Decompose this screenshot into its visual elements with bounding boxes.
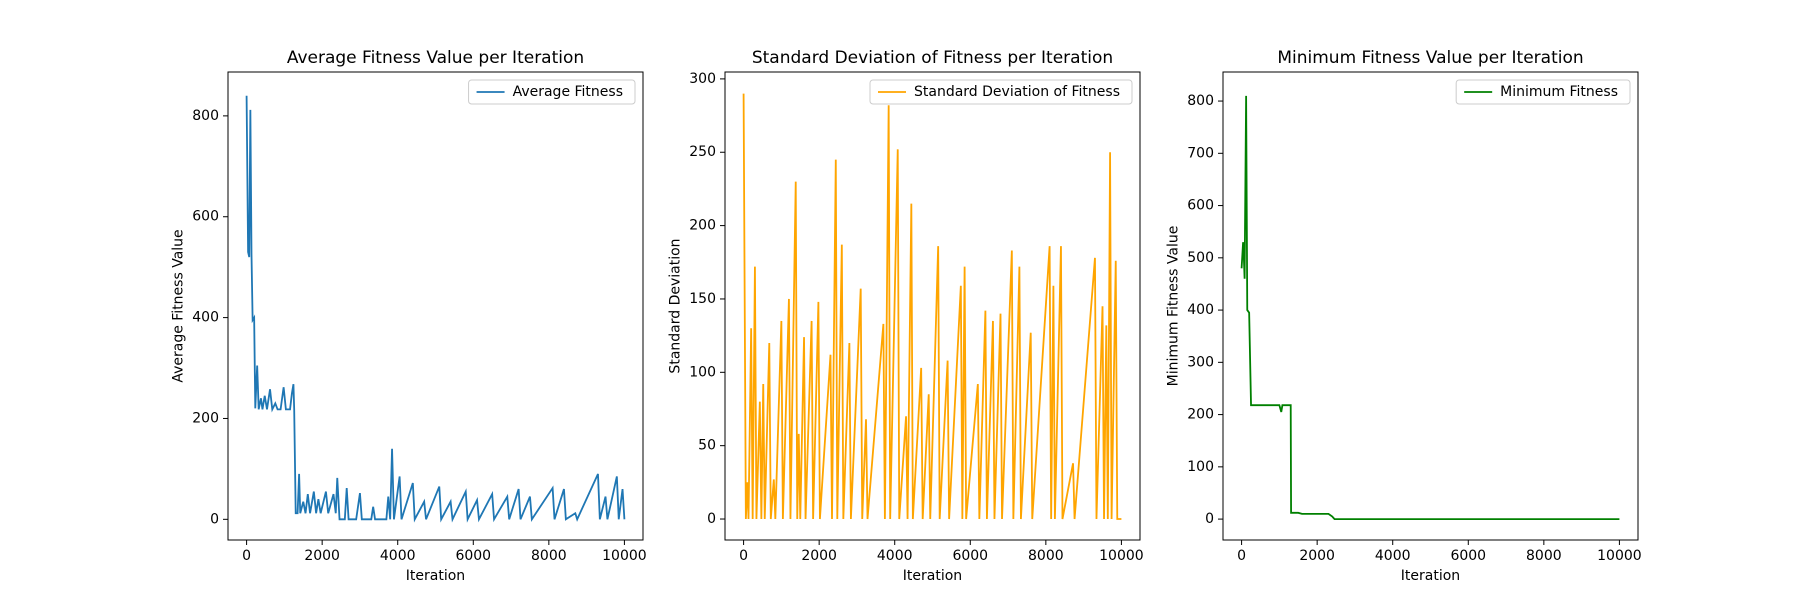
x-tick-label: 0 — [739, 548, 748, 564]
chart-title: Standard Deviation of Fitness per Iterat… — [752, 48, 1113, 68]
x-tick-label: 8000 — [1028, 548, 1064, 564]
y-tick-label: 250 — [689, 144, 716, 160]
x-tick-label: 8000 — [1526, 548, 1562, 564]
y-tick-label: 700 — [1187, 145, 1214, 161]
data-line — [245, 95, 626, 523]
x-tick-label: 10000 — [602, 548, 647, 564]
x-tick-label: 4000 — [877, 548, 913, 564]
legend: Standard Deviation of Fitness — [869, 79, 1133, 105]
legend-box — [869, 79, 1133, 105]
y-tick-label: 100 — [1187, 459, 1214, 475]
x-tick-label: 6000 — [952, 548, 988, 564]
x-tick-label: 6000 — [455, 548, 491, 564]
y-tick-label: 300 — [1187, 354, 1214, 370]
x-tick-label: 8000 — [531, 548, 567, 564]
x-tick-label: 4000 — [1375, 548, 1411, 564]
plot-frame — [227, 71, 644, 541]
legend: Average Fitness — [468, 79, 636, 105]
plot-frame — [1222, 71, 1639, 541]
y-tick-label: 200 — [689, 218, 716, 234]
y-tick-label: 0 — [210, 511, 219, 527]
x-tick-label: 2000 — [1299, 548, 1335, 564]
y-tick-label: 0 — [707, 511, 716, 527]
plot-frame — [724, 71, 1141, 541]
y-tick-label: 300 — [689, 71, 716, 87]
x-tick-label: 0 — [242, 548, 251, 564]
x-tick-label: 10000 — [1597, 548, 1642, 564]
x-tick-label: 10000 — [1099, 548, 1144, 564]
y-tick-label: 800 — [1187, 93, 1214, 109]
y-tick-label: 150 — [689, 291, 716, 307]
y-tick-label: 200 — [192, 410, 219, 426]
legend-label: Standard Deviation of Fitness — [914, 84, 1120, 100]
y-tick-label: 100 — [689, 364, 716, 380]
y-tick-label: 400 — [192, 310, 219, 326]
y-tick-label: 500 — [1187, 250, 1214, 266]
y-axis-label: Average Fitness Value — [170, 229, 186, 382]
chart-title: Minimum Fitness Value per Iteration — [1277, 48, 1583, 68]
data-line — [1240, 95, 1620, 520]
legend-label: Average Fitness — [513, 84, 623, 100]
y-tick-label: 600 — [1187, 198, 1214, 214]
x-tick-label: 4000 — [380, 548, 416, 564]
y-tick-label: 400 — [1187, 302, 1214, 318]
y-axis-label: Minimum Fitness Value — [1165, 226, 1181, 387]
y-axis-label: Standard Deviation — [667, 238, 683, 373]
legend-box — [1455, 79, 1631, 105]
legend: Minimum Fitness — [1455, 79, 1631, 105]
x-axis-label: Iteration — [903, 568, 962, 584]
x-tick-label: 6000 — [1450, 548, 1486, 564]
chart-title: Average Fitness Value per Iteration — [287, 48, 584, 68]
x-axis-label: Iteration — [1401, 568, 1460, 584]
x-axis-label: Iteration — [406, 568, 465, 584]
x-tick-label: 0 — [1237, 548, 1246, 564]
legend-label: Minimum Fitness — [1500, 84, 1618, 100]
x-tick-label: 2000 — [304, 548, 340, 564]
data-line — [742, 93, 1122, 520]
legend-box — [468, 79, 636, 105]
y-tick-label: 800 — [192, 108, 219, 124]
y-tick-label: 600 — [192, 209, 219, 225]
y-tick-label: 50 — [698, 438, 716, 454]
x-tick-label: 2000 — [801, 548, 837, 564]
y-tick-label: 200 — [1187, 407, 1214, 423]
y-tick-label: 0 — [1205, 511, 1214, 527]
